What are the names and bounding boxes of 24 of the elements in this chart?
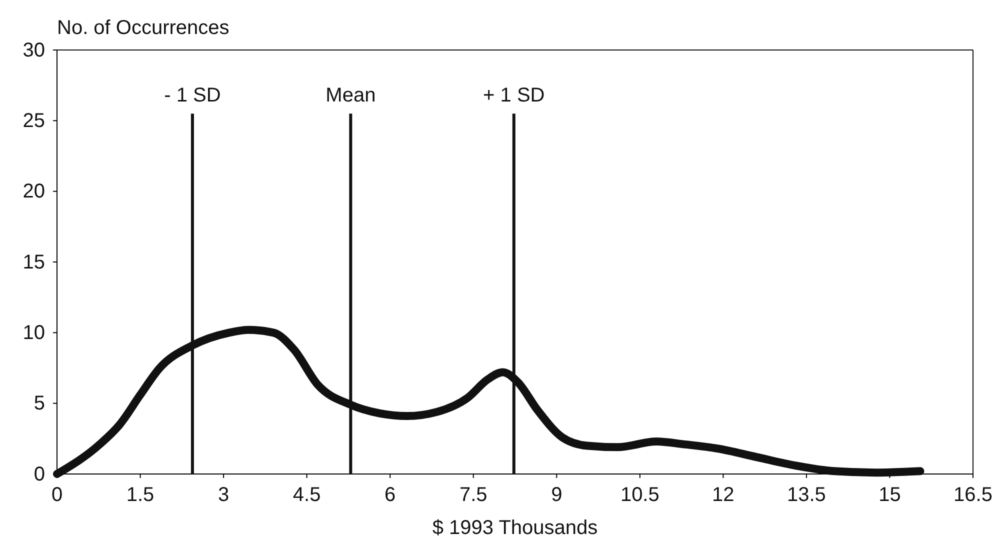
y-axis-title: No. of Occurrences — [57, 17, 230, 39]
x-tick-label: 4.5 — [292, 484, 321, 506]
x-tick-label: 0 — [51, 484, 63, 506]
ref-line-label: + 1 SD — [483, 84, 545, 107]
x-tick-label: 1.5 — [126, 484, 154, 506]
y-tick-label: 0 — [34, 463, 45, 486]
y-tick-label: 10 — [22, 322, 45, 344]
x-tick-label: 16.5 — [954, 484, 992, 506]
y-tick-label: 20 — [22, 180, 45, 203]
y-tick-label: 15 — [22, 251, 45, 274]
x-tick-label: 12 — [712, 484, 734, 506]
x-tick-label: 13.5 — [786, 484, 826, 506]
y-tick-label: 25 — [22, 110, 45, 132]
x-tick-label: 7.5 — [459, 484, 488, 506]
ref-line-label: Mean — [326, 84, 376, 107]
x-tick-label: 6 — [384, 484, 396, 506]
x-axis-title: $ 1993 Thousands — [432, 517, 598, 539]
y-tick-label: 30 — [22, 39, 45, 62]
ref-line-label: - 1 SD — [164, 84, 221, 107]
x-tick-label: 15 — [878, 484, 901, 506]
x-tick-label: 10.5 — [620, 484, 660, 506]
y-tick-label: 5 — [34, 392, 45, 415]
x-tick-label: 3 — [218, 484, 230, 506]
x-tick-label: 9 — [551, 484, 562, 506]
